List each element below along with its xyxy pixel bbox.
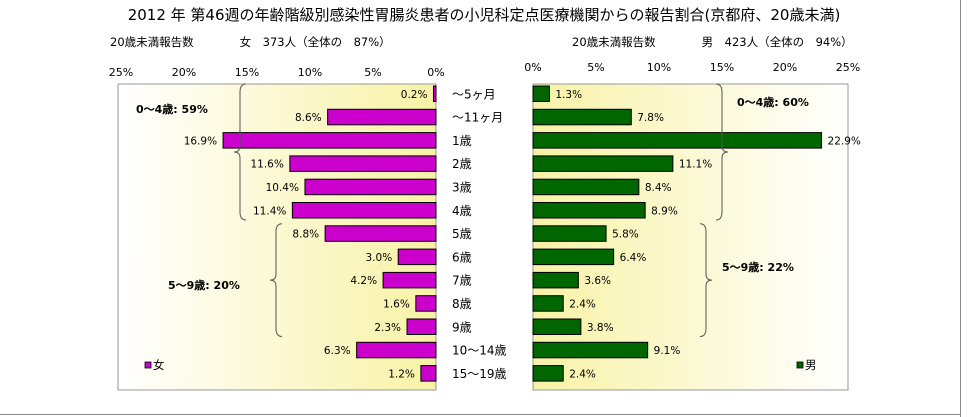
data-label-female: 16.9% xyxy=(184,135,217,147)
bar-male xyxy=(532,178,640,196)
legend-swatch-male xyxy=(796,361,804,369)
bar-female xyxy=(420,365,437,382)
data-label-male: 9.1% xyxy=(654,345,681,357)
bar-male xyxy=(532,132,823,149)
chart-title: 2012 年 第46週の年齢階級別感染性胃腸炎患者の小児科定点医療機関からの報告… xyxy=(127,6,841,24)
right-tick-label: 15% xyxy=(710,61,734,74)
category-label: 9歳 xyxy=(452,320,472,334)
bar-male xyxy=(532,365,564,382)
right-tick-label: 25% xyxy=(836,61,860,74)
right-tick-label: 10% xyxy=(647,61,671,74)
category-label: 2歳 xyxy=(452,157,472,171)
data-label-female: 3.0% xyxy=(366,252,393,264)
category-label: 7歳 xyxy=(452,274,472,288)
data-label-female: 6.3% xyxy=(324,345,351,357)
left-tick-label: 0% xyxy=(427,66,444,79)
bar-female xyxy=(397,248,437,266)
left-tick-label: 25% xyxy=(109,66,133,79)
bar-female xyxy=(327,108,437,126)
bar-female xyxy=(406,318,437,335)
group-label-right-0-4: 0～4歳: 60% xyxy=(737,95,809,109)
right-tick-label: 20% xyxy=(773,61,797,74)
data-label-female: 11.6% xyxy=(250,159,283,171)
data-label-female: 1.2% xyxy=(388,368,415,380)
group-label-right-5-9: 5～9歳: 22% xyxy=(722,260,794,274)
bar-male xyxy=(532,341,649,359)
left-tick-label: 15% xyxy=(235,66,259,79)
category-label: 1歳 xyxy=(452,134,472,148)
data-label-female: 0.2% xyxy=(401,89,428,101)
data-label-female: 1.6% xyxy=(383,298,410,310)
right-subtitle: 20歳未満報告数 男 423人（全体の 94%） xyxy=(572,35,853,49)
bar-female xyxy=(432,85,437,102)
bar-female xyxy=(382,271,437,289)
bar-male xyxy=(532,248,615,266)
category-label: 8歳 xyxy=(452,297,472,311)
bar-male xyxy=(532,85,550,102)
bar-male xyxy=(532,295,564,312)
category-label: ～5ヶ月 xyxy=(452,87,496,101)
bar-male xyxy=(532,202,646,219)
category-label: 4歳 xyxy=(452,204,472,218)
left-tick-label: 5% xyxy=(364,66,381,79)
data-label-female: 10.4% xyxy=(266,182,299,194)
legend-swatch-female xyxy=(144,361,152,369)
data-label-female: 2.3% xyxy=(374,322,401,334)
data-label-female: 11.4% xyxy=(253,205,286,217)
left-tick-label: 20% xyxy=(172,66,196,79)
group-label-left-5-9: 5～9歳: 20% xyxy=(168,278,240,292)
data-label-male: 3.8% xyxy=(587,322,614,334)
group-bracket-left-0-4 xyxy=(233,83,247,221)
data-label-male: 8.9% xyxy=(651,205,678,217)
left-tick-label: 10% xyxy=(298,66,322,79)
category-label: 5歳 xyxy=(452,227,472,241)
bar-male xyxy=(532,108,632,126)
legend-label-female: 女 xyxy=(153,358,165,372)
data-label-male: 2.4% xyxy=(569,298,596,310)
bar-female xyxy=(356,341,437,359)
data-label-male: 22.9% xyxy=(828,135,861,147)
category-label: 6歳 xyxy=(452,250,472,264)
data-label-female: 8.8% xyxy=(292,229,319,241)
left-subtitle: 20歳未満報告数 女 373人（全体の 87%） xyxy=(110,35,391,49)
bar-male xyxy=(532,225,607,242)
right-tick-label: 5% xyxy=(587,61,604,74)
category-label: 15～19歳 xyxy=(452,367,507,381)
legend-label-male: 男 xyxy=(805,358,817,372)
data-label-male: 11.1% xyxy=(679,159,712,171)
bar-male xyxy=(532,271,579,289)
data-label-male: 6.4% xyxy=(620,252,647,264)
bar-female xyxy=(289,155,437,172)
group-bracket-right-5-9 xyxy=(699,223,713,337)
right-tick-label: 0% xyxy=(524,61,541,74)
group-label-left-0-4: 0～4歳: 59% xyxy=(136,102,208,116)
data-label-male: 2.4% xyxy=(569,368,596,380)
bar-female xyxy=(304,178,437,196)
category-label: 3歳 xyxy=(452,180,472,194)
data-label-male: 3.6% xyxy=(584,275,611,287)
data-label-male: 7.8% xyxy=(637,112,664,124)
bar-female xyxy=(222,132,437,149)
bar-male xyxy=(532,155,674,172)
category-label: ～11ヶ月 xyxy=(452,111,503,125)
data-label-female: 8.6% xyxy=(295,112,322,124)
data-label-male: 8.4% xyxy=(645,182,672,194)
category-label: 10～14歳 xyxy=(452,344,507,358)
data-label-female: 4.2% xyxy=(350,275,377,287)
group-bracket-left-5-9 xyxy=(269,223,283,337)
bar-female xyxy=(324,225,437,242)
bar-female xyxy=(291,202,437,219)
bar-female xyxy=(415,295,437,312)
group-bracket-right-0-4 xyxy=(715,83,729,221)
data-label-male: 1.3% xyxy=(555,89,582,101)
bar-male xyxy=(532,318,582,335)
data-label-male: 5.8% xyxy=(612,229,639,241)
